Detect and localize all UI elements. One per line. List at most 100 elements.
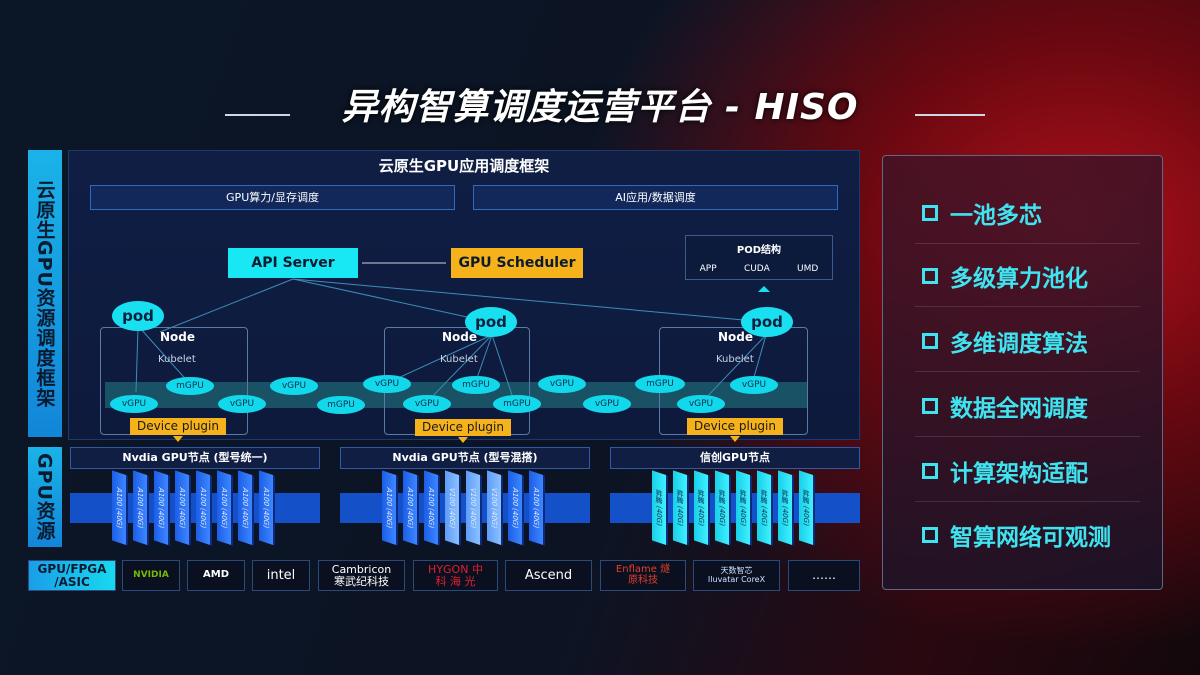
feature-item: 一池多芯 xyxy=(922,196,1042,230)
vgpu-ellipse: vGPU xyxy=(677,395,725,413)
gpu-card: 昇腾 (40G) xyxy=(715,470,731,546)
feature-label: 计算架构适配 xyxy=(950,461,1088,487)
gpu-card: A100 (40G) xyxy=(154,470,170,546)
gpu-card: V100 (40G) xyxy=(445,470,461,546)
logo-iluvatar: 天数智芯 Iluvatar CoreX xyxy=(693,560,780,591)
vgpu-ellipse: vGPU xyxy=(538,375,586,393)
node-label: Node xyxy=(442,330,478,344)
vgpu-ellipse: vGPU xyxy=(583,395,631,413)
feature-label: 多维调度算法 xyxy=(950,331,1088,357)
divider xyxy=(915,436,1140,437)
gpu-card: A100 (40G) xyxy=(508,470,524,546)
vgpu-ellipse: vGPU xyxy=(270,377,318,395)
device-plugin-box: Device plugin xyxy=(130,418,226,435)
kubelet-label: Kubelet xyxy=(158,354,196,365)
pod-app: APP xyxy=(699,264,717,274)
checkbox-square-icon xyxy=(922,398,938,414)
gpu-node-rail xyxy=(610,493,860,523)
line xyxy=(159,278,294,333)
vgpu-ellipse: vGPU xyxy=(363,375,411,393)
gpu-scheduler-box: GPU Scheduler xyxy=(451,248,583,278)
title-decor-line-right xyxy=(915,114,985,116)
gpu-card: 昇腾 (40G) xyxy=(736,470,752,546)
gpu-card: V100 (40G) xyxy=(466,470,482,546)
feature-item: 计算架构适配 xyxy=(922,454,1088,488)
divider xyxy=(915,243,1140,244)
logo-hygon: HYGON 中 科 海 光 xyxy=(413,560,498,591)
device-plugin-box: Device plugin xyxy=(687,418,783,435)
gpu-card: A100 (40G) xyxy=(259,470,275,546)
gpu-compute-bar: GPU算力/显存调度 xyxy=(90,185,455,210)
mgpu-ellipse: mGPU xyxy=(166,377,214,395)
gpu-node-header: Nvdia GPU节点 (型号统一) xyxy=(70,447,320,469)
title-decor-line-left xyxy=(225,114,290,116)
feature-item: 多级算力池化 xyxy=(922,259,1088,293)
gpu-node-header: 信创GPU节点 xyxy=(610,447,860,469)
gpu-card: A100 (40G) xyxy=(112,470,128,546)
checkbox-square-icon xyxy=(922,463,938,479)
checkbox-square-icon xyxy=(922,527,938,543)
resources-side-label: GPU资源 xyxy=(28,447,62,547)
page-title: 异构智算调度运营平台 - HISO xyxy=(341,87,859,128)
feature-label: 智算网络可观测 xyxy=(950,525,1111,551)
divider xyxy=(915,501,1140,502)
logo-amd: AMD xyxy=(187,560,245,591)
logo-ascend: Ascend xyxy=(505,560,592,591)
pod-umd: UMD xyxy=(797,264,819,274)
logo-enflame: Enflame 燧原科技 xyxy=(600,560,686,591)
divider xyxy=(915,306,1140,307)
gpu-card: 昇腾 (40G) xyxy=(757,470,773,546)
checkbox-square-icon xyxy=(922,205,938,221)
divider xyxy=(915,371,1140,372)
checkbox-square-icon xyxy=(922,268,938,284)
pod-cuda: CUDA xyxy=(743,264,770,274)
gpu-card: A100 (40G) xyxy=(133,470,149,546)
vgpu-ellipse: vGPU xyxy=(110,395,158,413)
kubelet-label: Kubelet xyxy=(716,354,754,365)
features-panel xyxy=(882,155,1163,590)
node-label: Node xyxy=(160,330,196,344)
logo-nvidia: NVIDIA xyxy=(122,560,180,591)
gpu-card: 昇腾 (40G) xyxy=(673,470,689,546)
gpu-card: 昇腾 (40G) xyxy=(694,470,710,546)
logo-intel: intel xyxy=(252,560,310,591)
gpu-card: A100 (40G) xyxy=(196,470,212,546)
feature-item: 数据全网调度 xyxy=(922,389,1088,423)
vgpu-ellipse: vGPU xyxy=(403,395,451,413)
gpu-card: A100 (40G) xyxy=(238,470,254,546)
logo-cambricon: Cambricon 寒武纪科技 xyxy=(318,560,405,591)
gpu-card: A100 (40G) xyxy=(175,470,191,546)
vgpu-ellipse: vGPU xyxy=(730,376,778,394)
device-plugin-box: Device plugin xyxy=(415,419,511,436)
gpu-card: A100 (40G) xyxy=(529,470,545,546)
feature-item: 多维调度算法 xyxy=(922,324,1088,358)
gpu-card: A100 (40G) xyxy=(424,470,440,546)
feature-label: 多级算力池化 xyxy=(950,266,1088,292)
gpu-card: A100 (40G) xyxy=(382,470,398,546)
gpu-card: 昇腾 (40G) xyxy=(652,470,668,546)
pod-ellipse: pod xyxy=(112,301,164,331)
feature-item: 智算网络可观测 xyxy=(922,518,1111,552)
gpu-card: 昇腾 (40G) xyxy=(799,470,815,546)
api-server-box: API Server xyxy=(228,248,358,278)
gpu-card: V100 (40G) xyxy=(487,470,503,546)
gpu-card: A100 (40G) xyxy=(217,470,233,546)
vgpu-ellipse: vGPU xyxy=(218,395,266,413)
node-label: Node xyxy=(718,330,754,344)
gpu-card: 昇腾 (40G) xyxy=(778,470,794,546)
pod-structure-box: POD结构 APP CUDA UMD xyxy=(685,235,833,280)
gpu-node-header: Nvdia GPU节点 (型号混搭) xyxy=(340,447,590,469)
ai-data-bar: AI应用/数据调度 xyxy=(473,185,838,210)
gpu-node-rail xyxy=(70,493,320,523)
framework-header: 云原生GPU应用调度框架 xyxy=(378,157,550,175)
feature-label: 数据全网调度 xyxy=(950,396,1088,422)
logo-more: …… xyxy=(788,560,860,591)
mgpu-ellipse: mGPU xyxy=(317,396,365,414)
pod-structure-title: POD结构 xyxy=(736,245,782,256)
mgpu-ellipse: mGPU xyxy=(493,395,541,413)
pod-ellipse: pod xyxy=(465,307,517,337)
vendor-category-label: GPU/FPGA /ASIC xyxy=(28,560,116,591)
mgpu-ellipse: mGPU xyxy=(635,375,685,393)
framework-side-label: 云原生GPU资源调度框架 xyxy=(28,150,62,437)
